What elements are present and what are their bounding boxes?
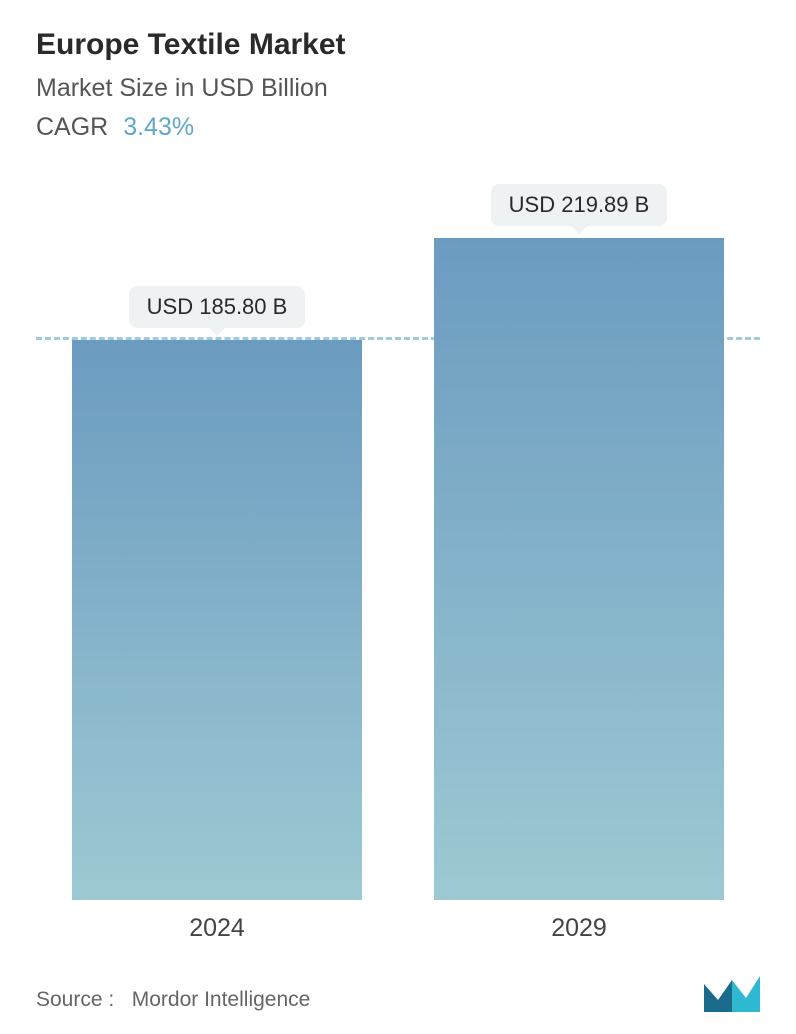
footer: Source : Mordor Intelligence (36, 972, 760, 1012)
value-badge-2029: USD 219.89 B (491, 184, 668, 226)
value-badge-2024: USD 185.80 B (129, 286, 306, 328)
source-name: Mordor Intelligence (132, 988, 311, 1011)
x-axis: 2024 2029 (36, 914, 760, 943)
cagr-label: CAGR (36, 113, 108, 141)
mordor-intelligence-logo-icon (704, 972, 760, 1012)
bar-column-2029: USD 219.89 B (434, 238, 724, 900)
source-attribution: Source : Mordor Intelligence (36, 988, 310, 1012)
bar-2029 (434, 238, 724, 900)
x-label-2029: 2029 (434, 914, 724, 943)
cagr-value: 3.43% (123, 113, 194, 141)
cagr-row: CAGR 3.43% (36, 113, 760, 142)
source-label: Source : (36, 988, 114, 1011)
bar-column-2024: USD 185.80 B (72, 340, 362, 900)
bars-container: USD 185.80 B USD 219.89 B (36, 190, 760, 900)
bar-2024 (72, 340, 362, 900)
chart-area: USD 185.80 B USD 219.89 B (36, 190, 760, 900)
x-label-2024: 2024 (72, 914, 362, 943)
chart-subtitle: Market Size in USD Billion (36, 74, 760, 103)
chart-title: Europe Textile Market (36, 28, 760, 62)
